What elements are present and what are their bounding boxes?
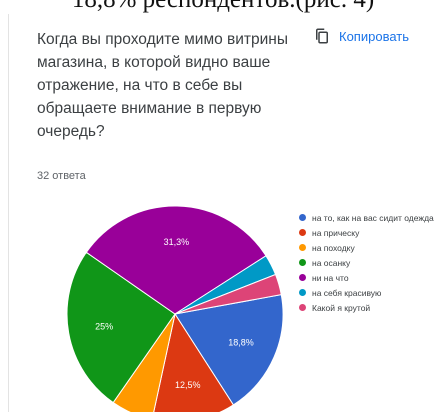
legend-label: на прическу [312,228,360,238]
legend-color-dot [299,274,306,281]
legend-item: на прическу [299,227,439,239]
legend-label: на походку [312,243,355,253]
legend-label: на осанку [312,258,351,268]
pie-slice [174,294,284,406]
pie-slice-label: 18,8% [228,338,254,348]
responses-count: 32 ответа [37,170,86,182]
legend-item: ни на что [299,272,439,284]
chart-legend: на то, как на вас сидит одежда на прическ… [299,212,439,317]
legend-item: на себя красивую [299,287,439,299]
legend-color-dot [299,304,306,311]
legend-color-dot [299,289,306,296]
legend-label: ни на что [312,273,349,283]
legend-label: на себя красивую [312,288,382,298]
legend-color-dot [299,214,306,221]
legend-color-dot [299,259,306,266]
legend-color-dot [299,244,306,251]
question-text: Когда вы проходите мимо витрины магазина… [37,31,288,140]
pie-slice [85,205,267,315]
pie-slice-label: 31,3% [164,237,190,247]
pie-slice [174,273,282,315]
copy-icon [316,28,328,44]
page-header-text: 18,8% респондентов.(рис. 4) [0,0,446,14]
pie-slice [153,312,235,412]
pie-slice-label: 12,5% [175,380,201,390]
legend-item: на осанку [299,257,439,269]
legend-label: на то, как на вас сидит одежда [312,213,434,223]
pie-chart: 18,8% 12,5% 25% 31,3% [66,205,284,412]
legend-item: Какой я крутой [299,302,439,314]
pie-slice [66,251,176,404]
legend-label: Какой я крутой [312,303,371,313]
pie-slice-label: 25% [95,322,113,332]
legend-item: на то, как на вас сидит одежда [299,212,439,224]
legend-item: на походку [299,242,439,254]
copy-button-label: Копировать [339,28,409,44]
legend-color-dot [299,229,306,236]
response-summary-card: Когда вы проходите мимо витрины магазина… [8,14,446,412]
copy-button[interactable]: Копировать [307,20,419,52]
